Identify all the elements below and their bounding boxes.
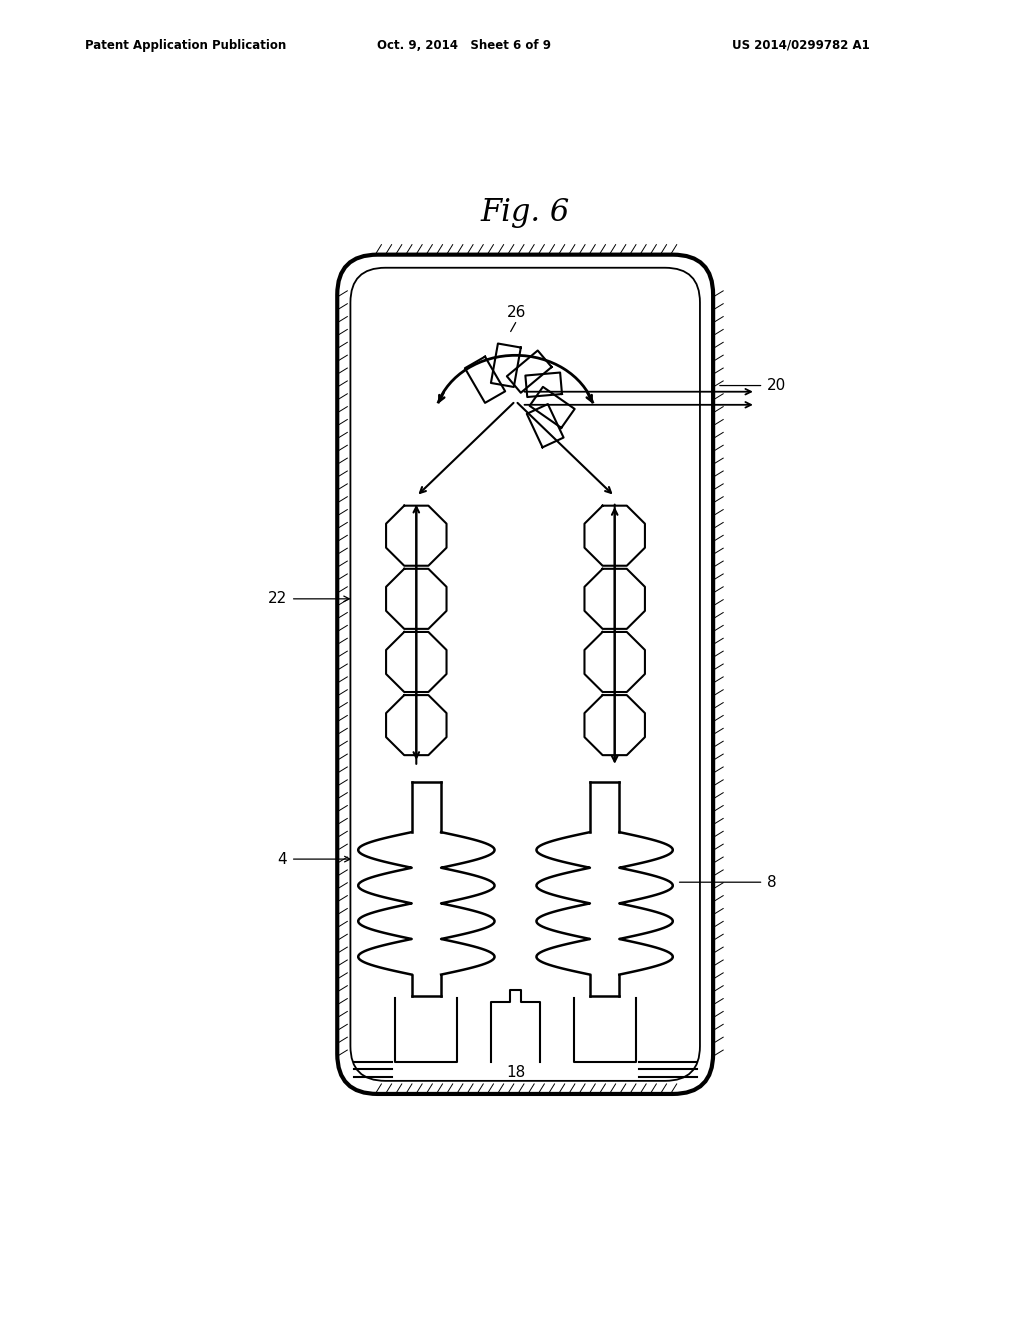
Text: Fig. 6: Fig. 6	[480, 197, 569, 228]
Text: 4: 4	[278, 851, 287, 867]
Text: 26: 26	[507, 305, 526, 321]
Text: 20: 20	[767, 378, 786, 393]
Text: Oct. 9, 2014   Sheet 6 of 9: Oct. 9, 2014 Sheet 6 of 9	[377, 38, 551, 51]
Text: 8: 8	[767, 875, 777, 890]
Text: Patent Application Publication: Patent Application Publication	[85, 38, 287, 51]
Text: US 2014/0299782 A1: US 2014/0299782 A1	[732, 38, 870, 51]
Text: 18: 18	[506, 1065, 525, 1081]
Text: 22: 22	[267, 591, 287, 606]
